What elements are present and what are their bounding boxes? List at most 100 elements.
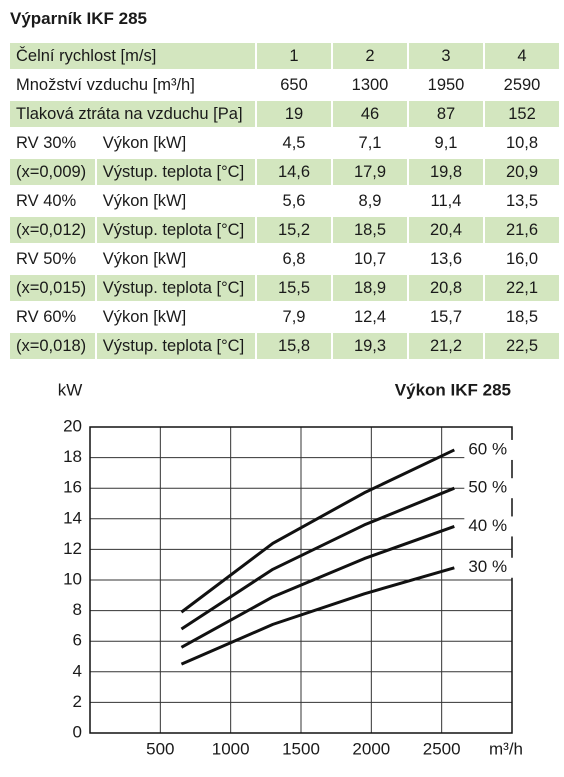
- x-tick-label: 500: [146, 739, 174, 758]
- table-row: (x=0,018) Výstup. teplota [°C] 15,8 19,3 21,…: [10, 333, 559, 359]
- label-bg: [464, 439, 515, 460]
- title: Výparník IKF 285: [10, 9, 148, 28]
- table-cell: Výstup. teplota [°C]: [96, 217, 255, 243]
- table-cell: RV 40%: [16, 191, 77, 210]
- table-cell: Výkon [kW]: [102, 191, 187, 210]
- table-cell: 11,4: [430, 191, 462, 210]
- y-axis-label: kW: [58, 380, 83, 399]
- table-cell: 46: [333, 101, 407, 127]
- table-cell: 15,2: [257, 217, 331, 243]
- table-cell: 16,0: [505, 249, 539, 268]
- table-cell: RV 60%: [16, 307, 77, 326]
- y-tick-label: 8: [73, 600, 82, 619]
- y-tick-label: 18: [63, 447, 82, 466]
- table-row: RV 30% Výkon [kW] 4,5 7,1 9,1 10,8: [10, 130, 559, 156]
- table-cell: 3: [409, 43, 483, 69]
- table-cell: 20,8: [409, 275, 483, 301]
- table-row: Tlaková ztráta na vzduchu [Pa] 19 46 87 152: [10, 101, 559, 127]
- table-cell: Výstup. teplota [°C]: [96, 159, 255, 185]
- table-cell: Výkon [kW]: [102, 249, 187, 268]
- table-cell: Výkon [kW]: [102, 307, 187, 326]
- x-tick-label: 2000: [352, 739, 390, 758]
- table-cell: 22,5: [485, 333, 559, 359]
- series-label: 50 %: [468, 478, 507, 497]
- table-cell: (x=0,012): [10, 217, 95, 243]
- table-cell: 18,9: [333, 275, 407, 301]
- table-cell: Výstup. teplota [°C]: [96, 275, 255, 301]
- label-bg: [464, 478, 515, 499]
- table-cell: 13,5: [505, 191, 539, 210]
- table-cell: 2: [333, 43, 407, 69]
- series-line: [180, 448, 455, 614]
- table-cell: 1: [257, 43, 331, 69]
- series-line: [180, 486, 455, 631]
- table-cell: 20,9: [485, 159, 559, 185]
- table-cell: 10,7: [353, 249, 387, 268]
- table-cell: 14,6: [257, 159, 331, 185]
- table-row: Čelní rychlost [m/s] 1 2 3 4: [10, 43, 559, 69]
- table-cell: 2590: [503, 75, 541, 94]
- y-tick-label: 0: [73, 722, 82, 741]
- x-tick-label: 2500: [423, 739, 461, 758]
- table-cell: RV 50%: [16, 249, 77, 268]
- table-cell: 4: [485, 43, 559, 69]
- table-cell: Výkon [kW]: [102, 133, 187, 152]
- label-bg: [464, 516, 515, 537]
- table-cell: 4,5: [282, 133, 306, 152]
- table-row: RV 50% Výkon [kW] 6,8 10,7 13,6 16,0: [10, 246, 559, 272]
- table-body: Čelní rychlost [m/s] 1 2 3 4 Množství vzduchu…: [10, 43, 559, 359]
- table-cell: 21,2: [409, 333, 483, 359]
- x-tick-label: 1500: [282, 739, 320, 758]
- table-cell: 7,9: [282, 307, 306, 326]
- table-cell: 21,6: [485, 217, 559, 243]
- table-cell: 20,4: [409, 217, 483, 243]
- table-row: (x=0,015) Výstup. teplota [°C] 15,5 18,9 20,…: [10, 275, 559, 301]
- series-line: [180, 525, 455, 649]
- y-tick-label: 4: [73, 661, 82, 680]
- table-cell: 7,1: [358, 133, 382, 152]
- table-cell: 22,1: [485, 275, 559, 301]
- table-cell: (x=0,018): [10, 333, 95, 359]
- table-cell: 8,9: [358, 191, 382, 210]
- table-cell: 10,8: [505, 133, 539, 152]
- table-cell: 15,8: [257, 333, 331, 359]
- table-cell: Tlaková ztráta na vzduchu [Pa]: [10, 101, 255, 127]
- label-bg: [464, 557, 515, 578]
- x-tick-label: 1000: [212, 739, 250, 758]
- table-cell: 6,8: [282, 249, 306, 268]
- table-cell: (x=0,009): [10, 159, 95, 185]
- table-cell: (x=0,015): [10, 275, 95, 301]
- table-cell: 19,3: [333, 333, 407, 359]
- table-row: (x=0,009) Výstup. teplota [°C] 14,6 17,9 19,…: [10, 159, 559, 185]
- data-table: Čelní rychlost [m/s] 1 2 3 4 Množství vzduchu…: [8, 40, 561, 362]
- table-cell: Množství vzduchu [m³/h]: [16, 75, 195, 94]
- y-tick-label: 16: [63, 478, 82, 497]
- y-tick-label: 6: [73, 631, 82, 650]
- y-tick-label: 2: [73, 692, 82, 711]
- table-row: Množství vzduchu [m³/h] 650 1300 1950 2590: [10, 72, 559, 98]
- table-cell: 19: [257, 101, 331, 127]
- series-label: 60 %: [468, 439, 507, 458]
- series-label: 30 %: [468, 557, 507, 576]
- y-tick-label: 20: [63, 416, 82, 435]
- table-cell: 19,8: [409, 159, 483, 185]
- table-cell: 5,6: [282, 191, 306, 210]
- plot-frame: [89, 426, 513, 734]
- y-tick-label: 14: [63, 508, 82, 527]
- table-cell: Výstup. teplota [°C]: [96, 333, 255, 359]
- table-row: (x=0,012) Výstup. teplota [°C] 15,2 18,5 20,…: [10, 217, 559, 243]
- x-axis-label: m³/h: [489, 739, 523, 758]
- chart: kW Výkon IKF 285 m³/h 0 2 4 6 8 10 12 14 16 18 20 5…: [58, 380, 523, 758]
- table-cell: RV 30%: [16, 133, 77, 152]
- table-cell: 87: [409, 101, 483, 127]
- table-cell: 1300: [351, 75, 389, 94]
- table-cell: 18,5: [505, 307, 539, 326]
- table-cell: 12,4: [353, 307, 387, 326]
- table-cell: 1950: [427, 75, 465, 94]
- table-cell: 18,5: [333, 217, 407, 243]
- table-cell: 17,9: [333, 159, 407, 185]
- table-cell: 15,5: [257, 275, 331, 301]
- table-cell: 9,1: [434, 133, 458, 152]
- table-cell: 15,7: [429, 307, 463, 326]
